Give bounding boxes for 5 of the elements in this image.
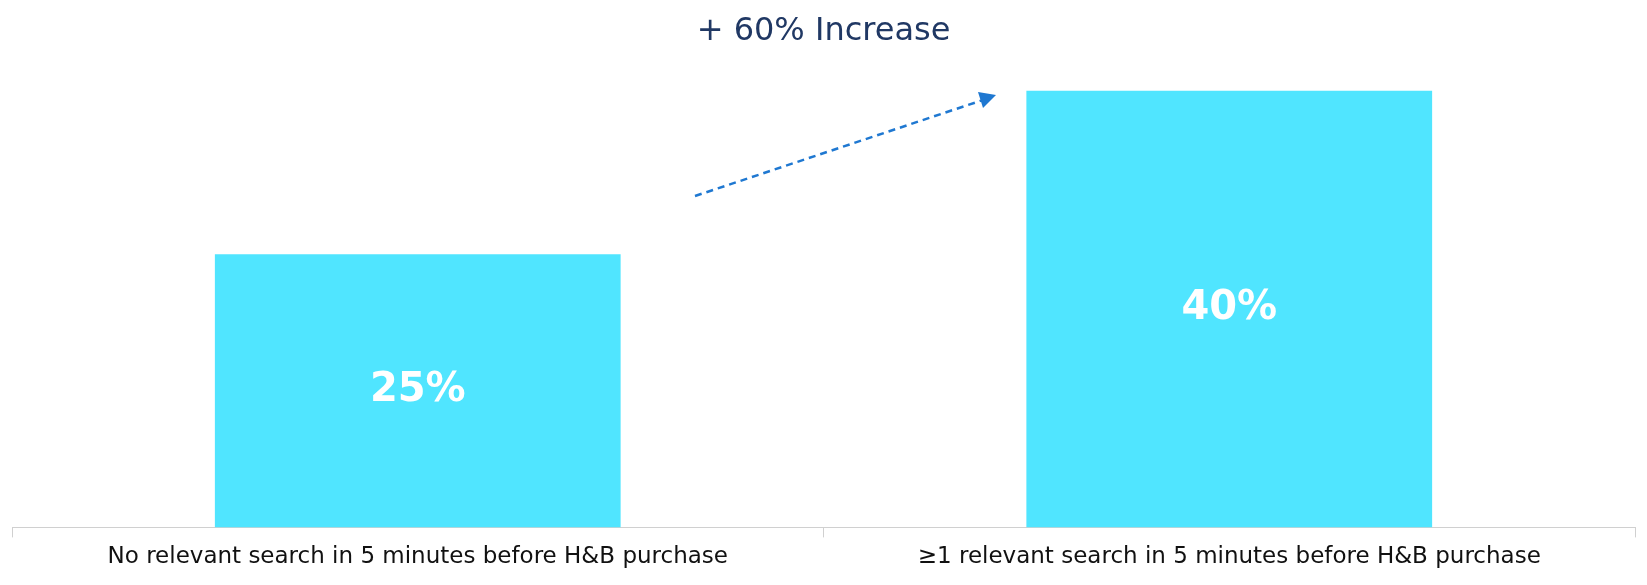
data-label: 25% [369,364,466,411]
x-tick-label: ≥1 relevant search in 5 minutes before H&B purchase [917,542,1541,569]
chart-title: + 60% Increase [696,9,951,48]
data-label: 40% [1181,282,1278,329]
x-tick-label: No relevant search in 5 minutes before H&B purchase [107,542,728,569]
